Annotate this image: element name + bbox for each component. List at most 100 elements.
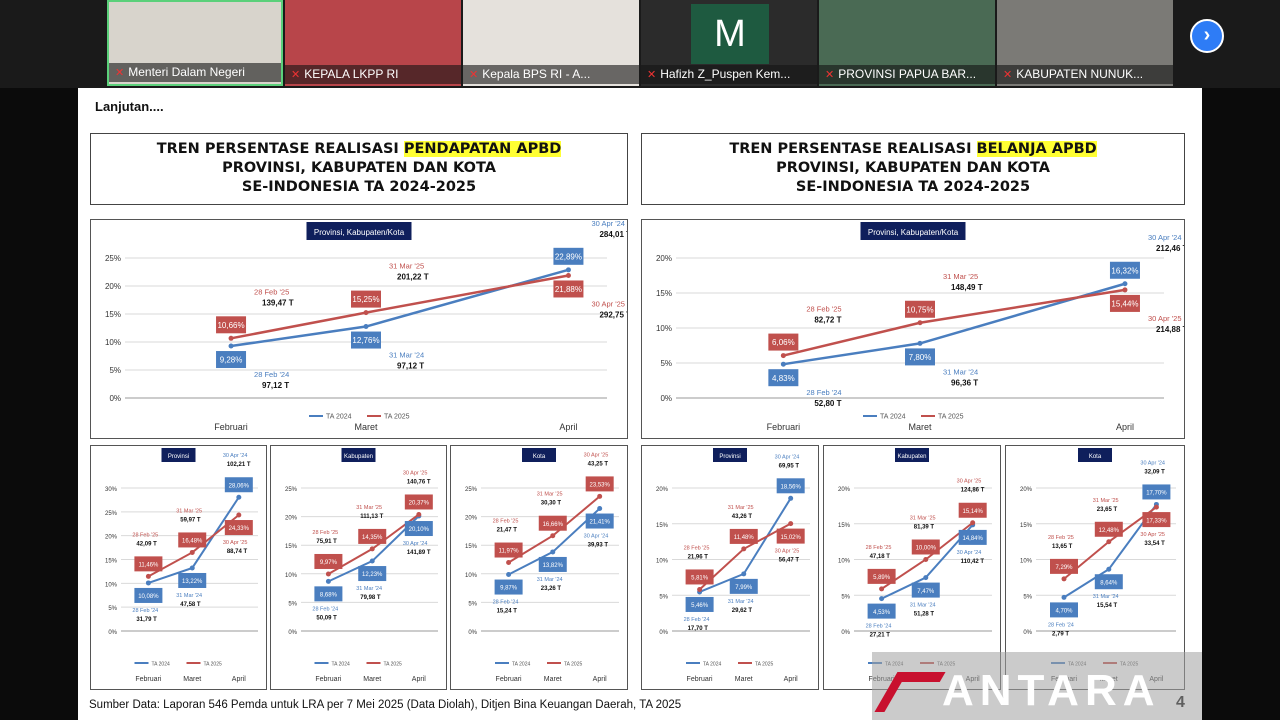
- chart-title: Kota: [1089, 454, 1102, 460]
- amount-label: 51,28 T: [914, 612, 935, 618]
- data-label-box: [685, 596, 714, 612]
- date-label: 28 Feb '25: [493, 519, 519, 525]
- data-label: 20,37%: [409, 501, 430, 507]
- data-label: 17,70%: [1146, 491, 1167, 497]
- data-label: 18,56%: [781, 484, 802, 490]
- amount-label: 124,86 T: [961, 488, 985, 494]
- data-label-box: [358, 566, 387, 582]
- data-label-box: [905, 348, 935, 366]
- y-tick-label: 0%: [108, 630, 117, 636]
- data-point: [506, 560, 512, 566]
- x-tick-label: Februari: [214, 422, 248, 432]
- date-label: 30 Apr '24: [403, 541, 428, 547]
- chart-title-badge: [522, 448, 556, 462]
- y-tick-label: 15%: [285, 544, 298, 550]
- participant-tile[interactable]: ✕ Kepala BPS RI - A...: [463, 0, 639, 86]
- date-label: 31 Mar '24: [176, 593, 202, 599]
- date-label: 30 Apr '24: [223, 453, 248, 459]
- amount-label: 111,13 T: [360, 514, 383, 520]
- data-point: [369, 558, 375, 564]
- participant-name-text: PROVINSI PAPUA BAR...: [838, 67, 977, 81]
- data-label-box: [1050, 602, 1078, 618]
- data-label: 4,53%: [873, 610, 891, 616]
- amount-label: 96,36 T: [951, 378, 978, 387]
- date-label: 28 Feb '25: [684, 545, 710, 551]
- participant-tile[interactable]: ✕ PROVINSI PAPUA BAR...: [819, 0, 995, 86]
- date-label: 31 Mar '24: [356, 586, 382, 592]
- mic-muted-icon: ✕: [291, 69, 301, 81]
- data-point: [145, 580, 151, 586]
- y-tick-label: 15%: [838, 523, 851, 529]
- legend-label: TA 2025: [564, 662, 582, 668]
- antara-watermark: ANTARA: [872, 652, 1202, 720]
- data-label-box: [911, 539, 940, 555]
- title-highlight: PENDAPATAN APBD: [403, 141, 562, 157]
- data-label: 17,33%: [1146, 518, 1167, 524]
- data-point: [879, 586, 885, 592]
- chart-title: Kabupaten: [344, 454, 373, 460]
- legend-label: TA 2025: [204, 662, 222, 668]
- y-tick-label: 0%: [1023, 630, 1032, 636]
- participant-tile[interactable]: ✕ KEPALA LKPP RI: [285, 0, 461, 86]
- mic-muted-icon: ✕: [647, 69, 657, 81]
- title-line3: SE-INDONESIA TA 2024-2025: [795, 179, 1031, 195]
- data-label-box: [911, 582, 940, 598]
- chart-title: Provinsi, Kabupaten/Kota: [314, 228, 405, 237]
- participant-tile[interactable]: ✕ Menteri Dalam Negeri: [107, 0, 283, 86]
- participant-name-text: KABUPATEN NUNUK...: [1016, 67, 1144, 81]
- data-point: [697, 586, 703, 592]
- mic-muted-icon: ✕: [469, 69, 479, 81]
- title-line2: PROVINSI, KABUPATEN DAN KOTA: [222, 160, 496, 176]
- date-label: 30 Apr '25: [957, 479, 982, 485]
- amount-label: 47,18 T: [870, 554, 891, 560]
- watermark-text: ANTARA: [942, 666, 1161, 715]
- y-tick-label: 0%: [659, 630, 668, 636]
- y-tick-label: 0%: [841, 630, 850, 636]
- y-tick-label: 25%: [105, 254, 121, 263]
- data-label-box: [494, 542, 523, 558]
- legend-label: TA 2025: [755, 662, 773, 668]
- amount-label: 17,70 T: [688, 626, 709, 632]
- y-tick-label: 10%: [656, 559, 669, 565]
- date-label: 31 Mar '24: [910, 603, 936, 609]
- meeting-participant-strip: ✕ Menteri Dalam Negeri ✕ KEPALA LKPP RI ✕ Kep…: [0, 0, 1280, 88]
- y-tick-label: 20%: [105, 535, 118, 541]
- y-tick-label: 20%: [465, 516, 478, 522]
- y-tick-label: 0%: [660, 394, 672, 403]
- data-label-box: [216, 316, 247, 334]
- y-tick-label: 0%: [468, 630, 477, 636]
- chart-svg: Provinsi 0% 5% 10% 15% 20% Februari Maret April T…: [656, 448, 810, 683]
- date-label: 30 Apr '24: [1140, 460, 1165, 466]
- amount-label: 292,75 T: [599, 310, 627, 319]
- data-point: [741, 546, 747, 552]
- data-label-box: [178, 572, 207, 588]
- next-participants-button[interactable]: ›: [1190, 19, 1224, 53]
- data-point: [917, 340, 923, 346]
- date-label: 31 Mar '25: [1093, 498, 1119, 504]
- data-label: 28,06%: [229, 483, 250, 489]
- data-label: 15,02%: [781, 535, 802, 541]
- presentation-slide: Lanjutan.... TREN PERSENTASE REALISASI P…: [78, 88, 1202, 720]
- date-label: 28 Feb '24: [132, 608, 158, 614]
- date-label: 28 Feb '25: [806, 305, 841, 314]
- date-label: 31 Mar '24: [389, 351, 424, 360]
- date-label: 31 Mar '24: [537, 577, 563, 583]
- y-tick-label: 5%: [468, 601, 477, 607]
- y-tick-label: 15%: [656, 289, 672, 298]
- data-point: [550, 549, 556, 555]
- date-label: 30 Apr '25: [584, 452, 609, 458]
- amount-label: 97,12 T: [397, 362, 424, 371]
- y-tick-label: 15%: [105, 559, 118, 565]
- data-point: [228, 335, 234, 341]
- x-tick-label: Februari: [135, 676, 162, 683]
- data-label: 14,35%: [362, 535, 383, 541]
- data-label-box: [314, 586, 343, 602]
- y-tick-label: 10%: [1020, 559, 1033, 565]
- participant-tile[interactable]: ✕ KABUPATEN NUNUK...: [997, 0, 1173, 86]
- data-label-box: [585, 513, 614, 529]
- participant-tile[interactable]: M ✕ Hafizh Z_Puspen Kem...: [641, 0, 817, 86]
- y-tick-label: 10%: [656, 324, 672, 333]
- y-tick-label: 5%: [109, 366, 121, 375]
- chart-svg: Provinsi, Kabupaten/Kota 0% 5% 10% 15% 20% Feb…: [656, 222, 1184, 432]
